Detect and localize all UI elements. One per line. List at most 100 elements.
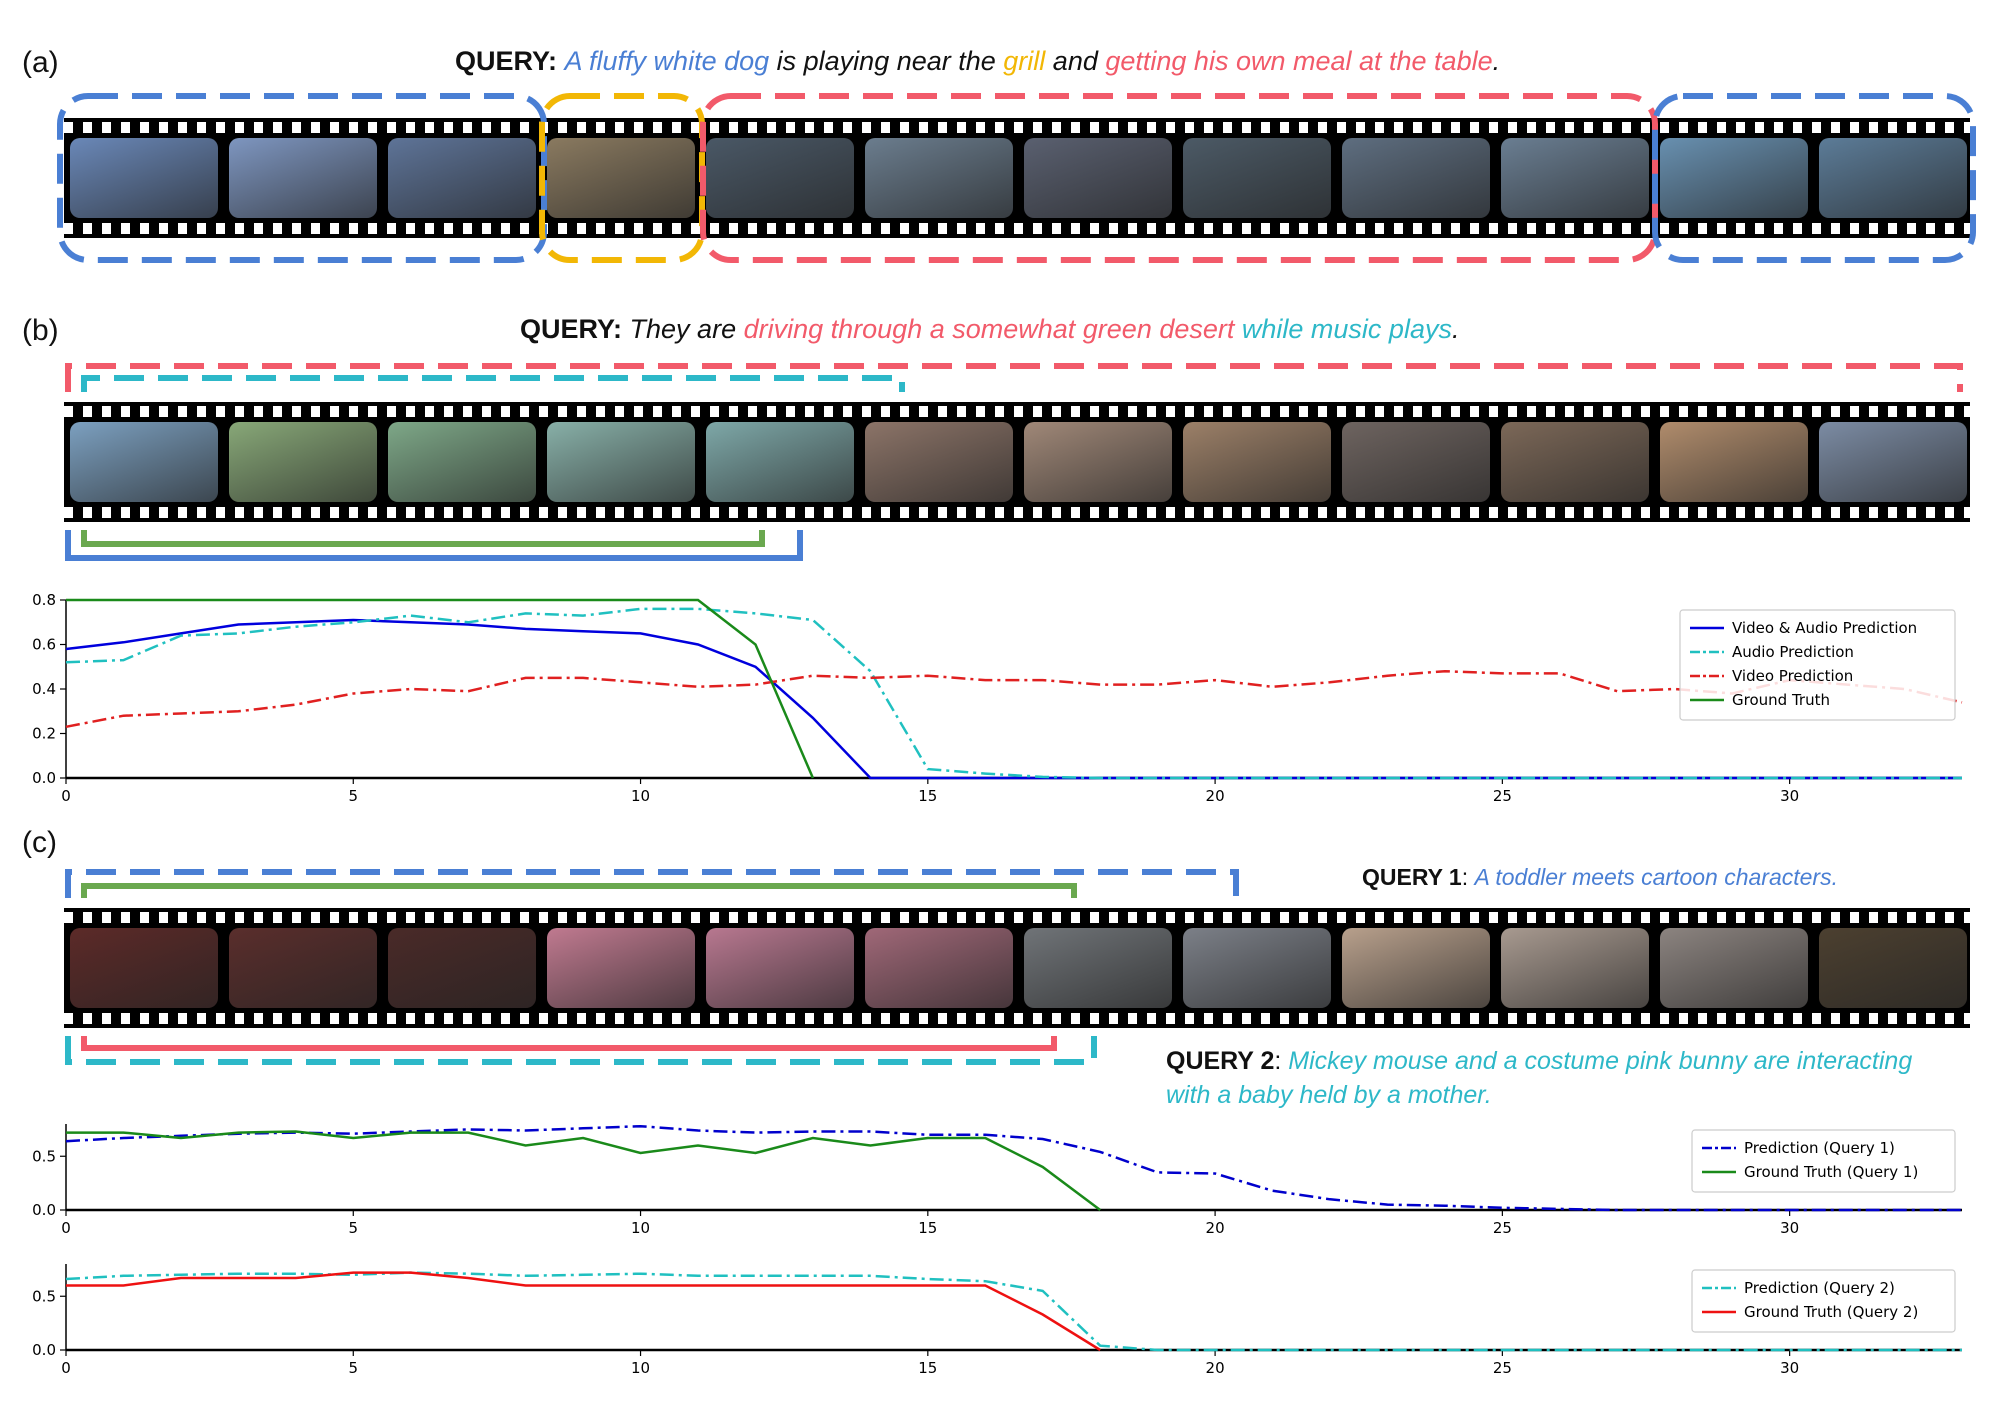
panel-c-label: (c) xyxy=(22,826,57,859)
query-part: getting his own meal at the table xyxy=(1105,46,1493,76)
y-tick-label: 0.0 xyxy=(32,1201,56,1219)
video-frame xyxy=(1342,422,1490,502)
video-frame xyxy=(706,928,854,1008)
series-line xyxy=(65,1124,1962,1212)
video-frame xyxy=(229,138,377,218)
x-tick-label: 5 xyxy=(348,1359,358,1377)
video-frame xyxy=(1024,422,1172,502)
y-tick-label: 0.6 xyxy=(32,636,56,654)
video-frame xyxy=(1501,138,1649,218)
segment-brackets-b xyxy=(65,363,1963,561)
video-frame xyxy=(1024,138,1172,218)
video-frame xyxy=(70,928,218,1008)
x-tick-label: 10 xyxy=(631,1359,650,1377)
query-prefix: QUERY: xyxy=(455,46,558,76)
series-line xyxy=(65,669,1963,729)
segment-brackets-a xyxy=(57,93,1976,263)
video-frame xyxy=(1183,138,1331,218)
legend xyxy=(1691,1269,1956,1333)
segment-brackets-c xyxy=(65,869,1239,1065)
query-part: grill xyxy=(1003,46,1046,76)
video-frame xyxy=(1183,422,1331,502)
legend xyxy=(1691,1129,1956,1193)
video-frame xyxy=(1501,422,1649,502)
x-tick-label: 5 xyxy=(348,787,358,805)
query-text: They are driving through a somewhat gree… xyxy=(630,314,1460,344)
query2-line1: Mickey mouse and a costume pink bunny ar… xyxy=(1288,1047,1913,1075)
x-tick-label: 15 xyxy=(918,787,937,805)
video-frame xyxy=(1819,422,1967,502)
x-tick-label: 30 xyxy=(1780,787,1799,805)
y-tick-label: 0.8 xyxy=(32,591,56,609)
video-frame xyxy=(70,422,218,502)
panel-b-label: (b) xyxy=(22,314,59,347)
y-tick-label: 0.5 xyxy=(32,1147,56,1165)
x-tick-label: 25 xyxy=(1493,787,1512,805)
video-frame xyxy=(70,138,218,218)
x-tick-label: 25 xyxy=(1493,1219,1512,1237)
video-frame xyxy=(1183,928,1331,1008)
video-frame xyxy=(229,928,377,1008)
legend-label: Ground Truth (Query 2) xyxy=(1744,1303,1918,1321)
series-line xyxy=(65,607,1962,780)
video-frame xyxy=(1660,422,1808,502)
query-part: is playing near the xyxy=(769,46,1004,76)
legend-label: Prediction (Query 2) xyxy=(1744,1279,1895,1297)
x-tick-label: 25 xyxy=(1493,1359,1512,1377)
panel-b-query: QUERY: They are driving through a somewh… xyxy=(520,314,1459,345)
x-tick-label: 20 xyxy=(1206,787,1225,805)
video-frame xyxy=(1342,138,1490,218)
panel-c-query2: QUERY 2: Mickey mouse and a costume pink… xyxy=(1166,1047,1913,1109)
video-frame xyxy=(547,422,695,502)
video-frame xyxy=(388,138,536,218)
x-tick-label: 15 xyxy=(918,1359,937,1377)
legend-label: Ground Truth xyxy=(1732,691,1830,709)
panel-c-query1: QUERY 1: A toddler meets cartoon charact… xyxy=(1362,864,1839,890)
query-prefix: QUERY: xyxy=(520,314,623,344)
video-frame xyxy=(706,138,854,218)
series-line xyxy=(66,598,815,779)
query-part: and xyxy=(1045,46,1106,76)
series-line xyxy=(66,1271,1101,1352)
query2-line2: with a baby held by a mother. xyxy=(1166,1081,1492,1109)
panel-a-query: QUERY: A fluffy white dog is playing nea… xyxy=(455,46,1500,77)
y-tick-label: 0.5 xyxy=(32,1287,56,1305)
legend-label: Video Prediction xyxy=(1732,667,1853,685)
legend xyxy=(1679,609,1956,721)
series-line xyxy=(65,618,1962,780)
x-tick-label: 15 xyxy=(918,1219,937,1237)
x-tick-label: 20 xyxy=(1206,1219,1225,1237)
video-frame xyxy=(865,138,1013,218)
filmstrip-a xyxy=(64,118,1970,238)
query-part: while music plays xyxy=(1234,314,1452,344)
query-part: driving through a somewhat green desert xyxy=(743,314,1235,344)
query-part: . xyxy=(1492,46,1501,76)
chart-c-query2: 0 5 10 15 20 25 30 0.0 0.5 Prediction (Query 2) Gr… xyxy=(32,1264,1962,1377)
panel-a-label: (a) xyxy=(22,46,59,79)
filmstrip-b xyxy=(64,402,1970,522)
y-tick-label: 0.0 xyxy=(32,769,56,787)
x-tick-label: 20 xyxy=(1206,1359,1225,1377)
video-frame xyxy=(229,422,377,502)
x-tick-label: 5 xyxy=(348,1219,358,1237)
y-tick-label: 0.4 xyxy=(32,680,56,698)
video-frame xyxy=(1660,928,1808,1008)
series-line xyxy=(66,1130,1101,1212)
video-frame xyxy=(706,422,854,502)
video-frame xyxy=(1342,928,1490,1008)
video-frame xyxy=(865,928,1013,1008)
video-frame xyxy=(865,422,1013,502)
video-frame xyxy=(388,422,536,502)
query1-prefix: QUERY 1 xyxy=(1362,864,1462,890)
query-text: A fluffy white dog is playing near the g… xyxy=(565,46,1501,76)
video-frame xyxy=(1501,928,1649,1008)
series-line xyxy=(65,1271,1962,1352)
video-frame xyxy=(1819,138,1967,218)
x-tick-label: 0 xyxy=(61,787,71,805)
query1-text: A toddler meets cartoon characters. xyxy=(1474,864,1839,890)
legend-label: Ground Truth (Query 1) xyxy=(1744,1163,1918,1181)
legend-label: Video & Audio Prediction xyxy=(1732,619,1917,637)
x-tick-label: 10 xyxy=(631,787,650,805)
query-part: . xyxy=(1451,314,1460,344)
video-frame xyxy=(547,928,695,1008)
